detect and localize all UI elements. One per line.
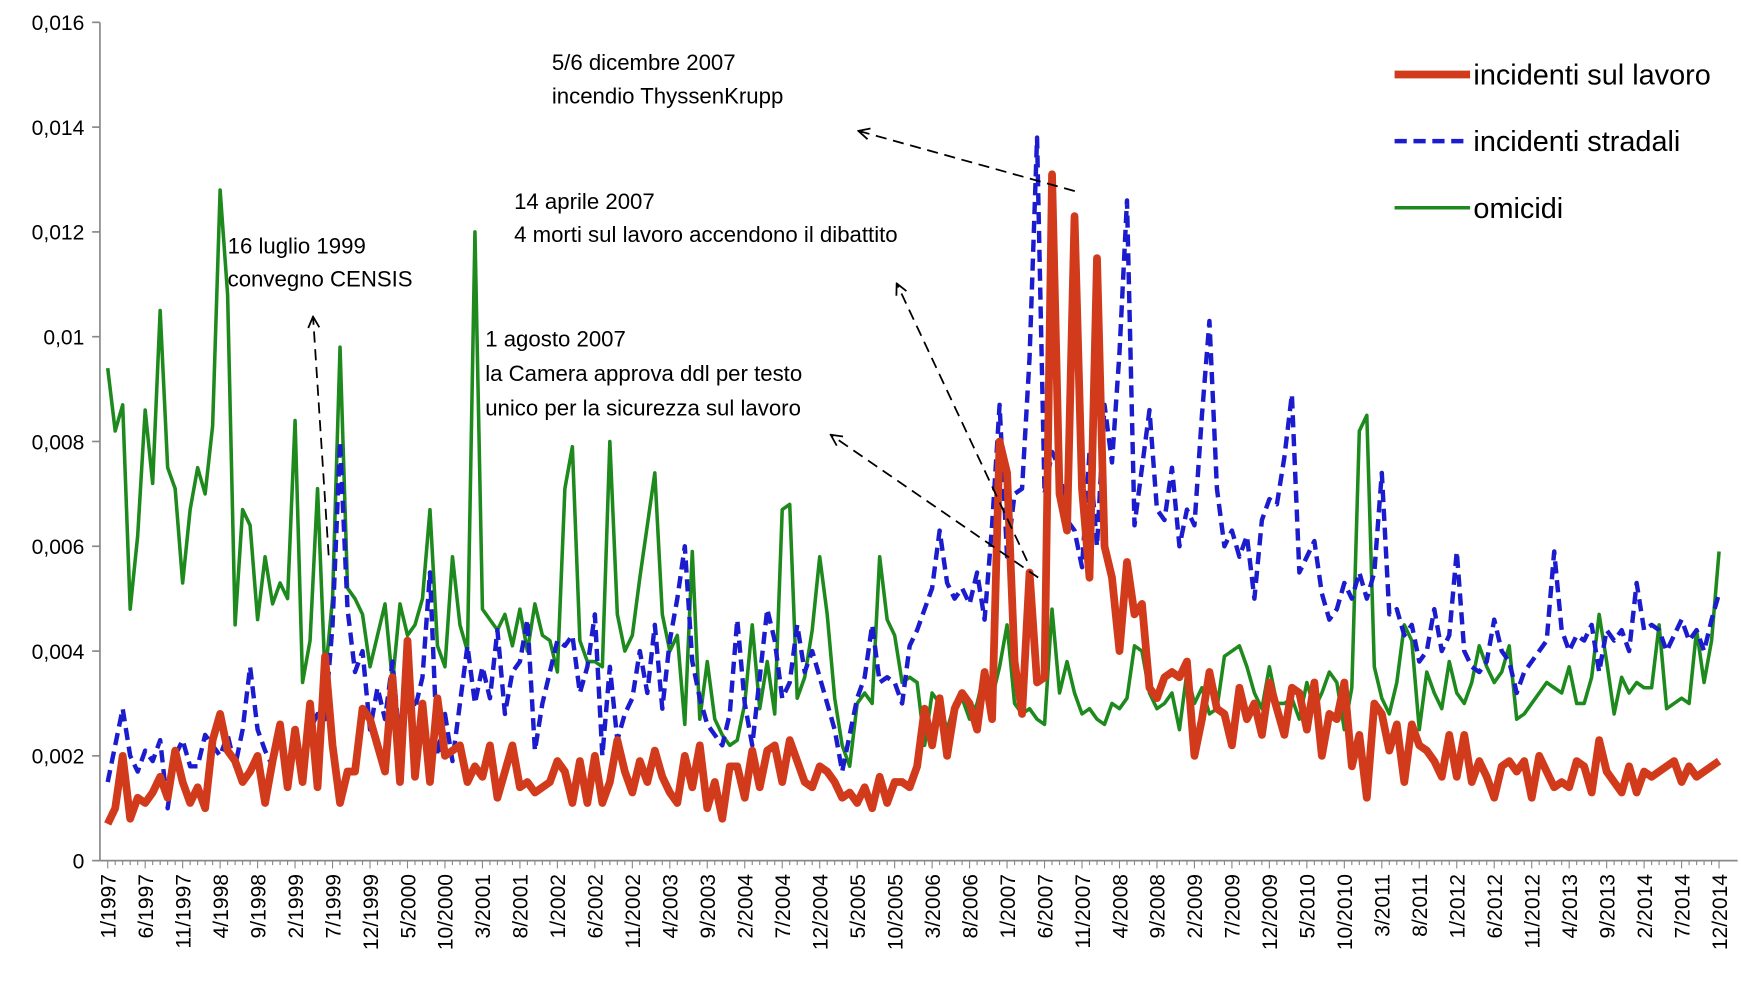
x-tick-label: 9/2003 bbox=[697, 874, 720, 938]
x-tick-label: 10/2010 bbox=[1334, 874, 1357, 950]
x-tick-label: 5/2005 bbox=[847, 874, 870, 938]
y-tick-label: 0,006 bbox=[32, 536, 85, 559]
x-tick-label: 4/2008 bbox=[1109, 874, 1132, 938]
x-tick-label: 11/2012 bbox=[1521, 874, 1544, 949]
y-tick-label: 0,008 bbox=[32, 431, 85, 454]
x-tick-label: 9/2013 bbox=[1596, 874, 1619, 938]
x-tick-label: 12/1999 bbox=[360, 874, 383, 950]
x-tick-label: 4/2013 bbox=[1559, 874, 1582, 938]
x-tick-label: 5/2010 bbox=[1297, 874, 1320, 938]
y-tick-label: 0 bbox=[73, 850, 85, 873]
y-tick-label: 0,014 bbox=[32, 117, 85, 140]
x-tick-label: 12/2014 bbox=[1709, 874, 1732, 950]
x-tick-label: 9/1998 bbox=[247, 874, 270, 938]
y-tick-label: 0,012 bbox=[32, 222, 85, 245]
x-tick-label: 2/1999 bbox=[285, 874, 308, 938]
x-tick-label: 3/2001 bbox=[472, 874, 495, 938]
x-tick-label: 6/2007 bbox=[1034, 874, 1057, 938]
annotation: 1 agosto 2007 bbox=[485, 327, 626, 352]
annotation: 14 aprile 2007 bbox=[514, 189, 655, 214]
x-tick-label: 7/2004 bbox=[772, 874, 795, 939]
x-tick-label: 8/2001 bbox=[510, 874, 533, 938]
x-tick-label: 6/2012 bbox=[1484, 874, 1507, 938]
y-tick-label: 0,004 bbox=[32, 641, 85, 664]
annotation-arrow bbox=[313, 318, 330, 556]
x-tick-label: 2/2004 bbox=[735, 874, 758, 939]
x-tick-label: 7/2014 bbox=[1671, 874, 1694, 939]
x-tick-label: 9/2008 bbox=[1147, 874, 1170, 938]
legend-label: incidenti stradali bbox=[1473, 126, 1680, 158]
legend-label: incidenti sul lavoro bbox=[1473, 60, 1710, 92]
x-tick-label: 10/2000 bbox=[435, 874, 458, 950]
series-line bbox=[105, 188, 1721, 769]
annotation: convegno CENSIS bbox=[228, 267, 413, 292]
x-tick-label: 6/1997 bbox=[135, 874, 158, 938]
annotation-arrow bbox=[832, 435, 1039, 579]
annotation: unico per la sicurezza sul lavoro bbox=[485, 395, 801, 420]
x-tick-label: 7/1999 bbox=[322, 874, 345, 938]
x-tick-label: 4/1998 bbox=[210, 874, 233, 938]
annotation: 16 luglio 1999 bbox=[228, 233, 366, 258]
x-tick-label: 1/1997 bbox=[97, 874, 120, 938]
x-tick-label: 12/2004 bbox=[809, 874, 832, 950]
annotation: 4 morti sul lavoro accendono il dibattit… bbox=[514, 222, 898, 247]
x-tick-label: 12/2009 bbox=[1259, 874, 1282, 950]
series-line bbox=[104, 170, 1722, 826]
x-tick-label: 1/2002 bbox=[547, 874, 570, 938]
y-tick-label: 0,016 bbox=[32, 12, 85, 35]
x-tick-label: 4/2003 bbox=[660, 874, 683, 938]
x-tick-label: 1/2007 bbox=[997, 874, 1020, 938]
annotation: incendio ThyssenKrupp bbox=[552, 83, 783, 108]
annotation: la Camera approva ddl per testo bbox=[485, 361, 802, 386]
x-tick-label: 7/2009 bbox=[1222, 874, 1245, 938]
x-tick-label: 11/2007 bbox=[1072, 874, 1095, 949]
x-tick-label: 8/2011 bbox=[1409, 874, 1432, 937]
legend-label: omicidi bbox=[1473, 193, 1563, 225]
x-tick-label: 3/2011 bbox=[1372, 874, 1395, 937]
plot-area bbox=[104, 135, 1722, 826]
y-tick-label: 0,002 bbox=[32, 746, 85, 769]
x-tick-label: 1/2012 bbox=[1447, 874, 1470, 938]
x-tick-label: 11/2002 bbox=[622, 874, 645, 949]
annotation-arrow bbox=[859, 131, 1076, 192]
x-tick-label: 11/1997 bbox=[172, 874, 195, 949]
y-tick-label: 0,01 bbox=[43, 326, 84, 349]
annotation-arrow bbox=[897, 284, 1028, 562]
x-tick-label: 3/2006 bbox=[922, 874, 945, 938]
annotation: 5/6 dicembre 2007 bbox=[552, 50, 736, 75]
x-tick-label: 6/2002 bbox=[585, 874, 608, 938]
series-line bbox=[105, 135, 1722, 811]
x-tick-label: 5/2000 bbox=[397, 874, 420, 938]
x-tick-label: 8/2006 bbox=[959, 874, 982, 938]
x-tick-label: 2/2009 bbox=[1184, 874, 1207, 938]
x-tick-label: 10/2005 bbox=[884, 874, 907, 950]
x-tick-label: 2/2014 bbox=[1634, 874, 1657, 939]
